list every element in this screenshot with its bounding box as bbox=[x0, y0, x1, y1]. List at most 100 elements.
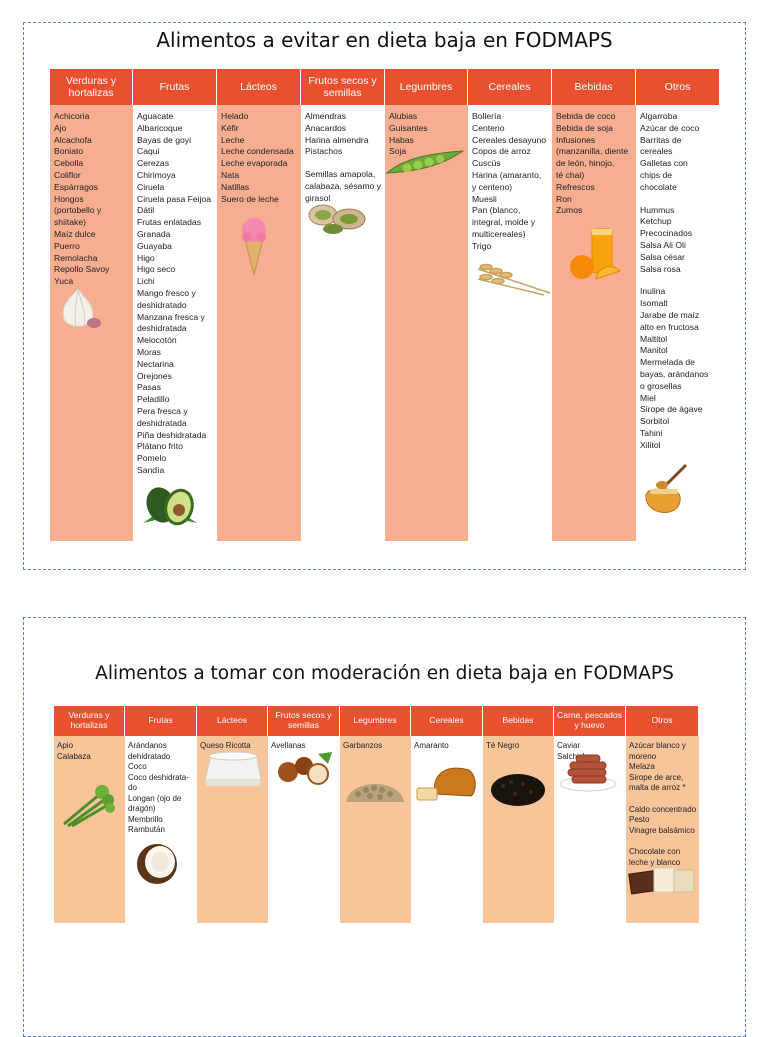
moderate-panel: Alimentos a tomar con moderación en diet… bbox=[23, 617, 746, 1037]
food-item: Habas bbox=[389, 134, 414, 145]
food-item: Coco bbox=[128, 762, 147, 771]
column-body: Achicoria Ajo Alcachofa Boniato Cebolla Colif… bbox=[50, 105, 133, 541]
food-item: Muesli bbox=[472, 193, 497, 204]
food-item: Granada bbox=[137, 228, 171, 239]
food-item: Tahini bbox=[640, 427, 663, 438]
food-item: Pan (blanco, integral, molde y multicere… bbox=[472, 205, 536, 239]
spacer bbox=[305, 158, 382, 169]
food-item: Achicoria bbox=[54, 111, 90, 121]
food-item: Salsa rosa bbox=[640, 263, 681, 274]
peas-icon bbox=[385, 147, 465, 185]
food-item: Soja bbox=[389, 146, 407, 157]
food-item: Salsa Ali Oli bbox=[640, 239, 686, 250]
food-item: Aguacate bbox=[137, 111, 174, 121]
food-item: Barritas de cereales bbox=[640, 134, 682, 157]
moderate-column: Lácteos Queso Ricotta bbox=[197, 706, 268, 923]
food-item: Almendras bbox=[305, 111, 347, 121]
avoid-column: Bebidas Bebida de coco Bebida de soja Infus… bbox=[552, 69, 636, 541]
food-item: Plátano frito bbox=[137, 441, 183, 452]
column-body: Algarroba Azúcar de coco Barritas de cerea… bbox=[636, 105, 720, 541]
column-header: Cereales bbox=[468, 69, 552, 105]
column-header: Carne, pescados y huevo bbox=[554, 706, 626, 736]
moderate-column: Carne, pescados y huevoCaviarSalchichas bbox=[554, 706, 626, 923]
food-item: Chirimoya bbox=[137, 169, 176, 180]
moderate-column: Bebidas Té Negro bbox=[483, 706, 554, 923]
food-item: Caldo concentrado bbox=[629, 804, 697, 814]
food-item: Nata bbox=[221, 169, 240, 180]
column-header: Cereales bbox=[411, 706, 483, 736]
food-item: Maltitol bbox=[640, 333, 668, 344]
celery-icon bbox=[60, 782, 116, 832]
food-item: Puerro bbox=[54, 240, 80, 251]
spacer bbox=[640, 275, 717, 286]
food-item: Alcachofa bbox=[54, 134, 92, 145]
food-item: Trigo bbox=[472, 240, 492, 251]
food-item: Apio bbox=[57, 741, 74, 750]
column-body: Apio Calabaza bbox=[54, 736, 125, 923]
column-body: Arándanos dehidratado Coco Coco deshidrata… bbox=[125, 736, 197, 923]
food-item: Ajo bbox=[54, 122, 67, 133]
food-item: Membrillo bbox=[128, 814, 163, 824]
spacer bbox=[629, 836, 697, 847]
food-item: Caviar bbox=[557, 741, 581, 750]
food-item: Bollería bbox=[472, 111, 502, 121]
food-item: Calabaza bbox=[57, 751, 91, 761]
column-header: Legumbres bbox=[340, 706, 411, 736]
food-item: Guayaba bbox=[137, 240, 172, 251]
food-item: Cereales desayuno bbox=[472, 134, 547, 145]
food-item: Higo seco bbox=[137, 264, 176, 275]
avoid-column: Frutas Aguacate Albaricoque Bayas de goyi Ca… bbox=[133, 69, 217, 541]
food-item: Nectarina bbox=[137, 358, 174, 369]
food-item: Longan (ojo de dragón) bbox=[128, 793, 182, 814]
food-item: Ciruela pasa Feijoa bbox=[137, 193, 212, 204]
coconut-icon bbox=[135, 842, 181, 890]
food-item: Hongos (portobello y shiitake) bbox=[54, 193, 102, 228]
food-item: Ron bbox=[556, 193, 572, 204]
food-item: Mermelada de bayas, arándanos o grosella… bbox=[640, 357, 709, 391]
food-item: Alubias bbox=[389, 111, 418, 121]
column-body: Té Negro bbox=[483, 736, 554, 923]
avoid-title: Alimentos a evitar en dieta baja en FODM… bbox=[156, 28, 613, 52]
food-item: Refrescos bbox=[556, 181, 595, 192]
food-item: Centeno bbox=[472, 122, 505, 133]
column-header: Legumbres bbox=[385, 69, 468, 105]
food-item: Té Negro bbox=[486, 741, 520, 750]
food-item: Jarabe de maíz alto en fructosa bbox=[640, 309, 700, 332]
sausages-icon bbox=[558, 750, 618, 796]
food-item: Boniato bbox=[54, 146, 84, 157]
food-item: Ciruela bbox=[137, 181, 165, 192]
food-item: Bebida de coco bbox=[556, 111, 616, 121]
column-header: Frutos secos y semillas bbox=[268, 706, 340, 736]
avoid-column: Lácteos Helado Kéfir Leche Leche condensada L… bbox=[217, 69, 301, 541]
column-header: Frutas bbox=[125, 706, 197, 736]
food-item: Leche condensada bbox=[221, 146, 294, 157]
food-item: Amaranto bbox=[414, 741, 449, 750]
food-item: Copos de arroz bbox=[472, 146, 531, 157]
avoid-column: Otros Algarroba Azúcar de coco Barritas de … bbox=[636, 69, 720, 541]
column-header: Otros bbox=[636, 69, 720, 105]
column-body: Garbanzos bbox=[340, 736, 411, 923]
avoid-column: Legumbres Alubias Guisantes Habas Soja bbox=[385, 69, 468, 541]
column-header: Verduras y hortalizas bbox=[50, 69, 133, 105]
food-item: Queso Ricotta bbox=[200, 741, 251, 750]
column-body: Queso Ricotta bbox=[197, 736, 268, 923]
food-item: Semillas amapola, calabaza, sésamo y gir… bbox=[305, 169, 381, 203]
column-body: Almendras Anacardos Harina almendra Pistach… bbox=[301, 105, 385, 541]
column-header: Frutas bbox=[133, 69, 217, 105]
food-item: Manitol bbox=[640, 345, 668, 356]
food-item: Guisantes bbox=[389, 122, 428, 133]
food-item: Pasas bbox=[137, 382, 161, 393]
food-item: Manzana fresca y deshidratada bbox=[137, 311, 205, 334]
spacer bbox=[629, 794, 697, 805]
avoid-column: Verduras y hortalizas Achicoria Ajo Alcacho… bbox=[50, 69, 133, 541]
food-item: Precocinados bbox=[640, 228, 693, 239]
food-item: Cebolla bbox=[54, 158, 84, 169]
pistachio-icon bbox=[305, 197, 375, 241]
hazelnut-icon bbox=[274, 750, 334, 792]
food-item: Yuca bbox=[54, 276, 74, 287]
column-header: Otros bbox=[626, 706, 699, 736]
food-item: Cuscús bbox=[472, 158, 501, 169]
food-item: Helado bbox=[221, 111, 249, 121]
food-item: Harina almendra bbox=[305, 134, 369, 145]
column-body: CaviarSalchichas bbox=[554, 736, 626, 923]
